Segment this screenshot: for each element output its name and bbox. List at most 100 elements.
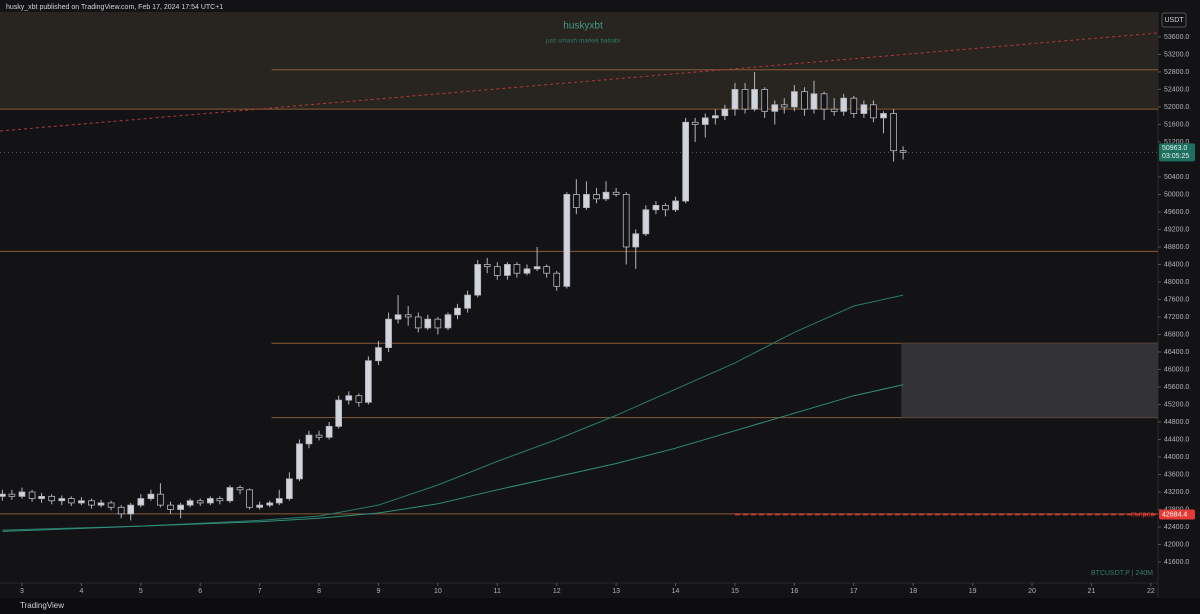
- candle-body: [67, 498, 75, 504]
- candle-body: [385, 318, 392, 348]
- candle-body: [731, 89, 739, 110]
- x-tick-label: 9: [377, 588, 381, 595]
- y-tick-label: 50400.0: [1164, 174, 1189, 181]
- candle-body: [454, 307, 461, 316]
- candle-body: [830, 108, 838, 112]
- zone-box: [901, 343, 1158, 418]
- candle-body: [474, 264, 482, 296]
- candle-body: [483, 264, 491, 268]
- candle-body: [266, 502, 274, 506]
- y-tick-label: 49200.0: [1164, 226, 1189, 233]
- chart-subtitle: just smash market bababi: [545, 38, 620, 45]
- candle-body: [127, 504, 135, 515]
- candle-body: [58, 498, 66, 502]
- y-tick-label: 52400.0: [1164, 86, 1189, 93]
- y-tick-label: 45600.0: [1164, 384, 1189, 391]
- candle-body: [38, 495, 45, 499]
- candle-body: [810, 93, 818, 110]
- candle-body: [246, 489, 253, 508]
- y-tick-label: 51200.0: [1164, 139, 1189, 146]
- candle-body: [572, 194, 580, 208]
- y-tick-label: 44400.0: [1164, 436, 1189, 443]
- y-tick-label: 43200.0: [1164, 489, 1189, 496]
- y-tick-label: 46400.0: [1164, 349, 1189, 356]
- last-price-box: [1159, 143, 1195, 162]
- candle-body: [890, 113, 897, 152]
- candle-body: [345, 395, 353, 401]
- candle-body: [899, 150, 907, 153]
- candle-body: [444, 314, 452, 329]
- candle-body: [721, 108, 729, 117]
- candle-body: [513, 264, 521, 274]
- candle-body: [365, 360, 372, 403]
- candle-body: [840, 97, 848, 112]
- y-tick-label: 51600.0: [1164, 121, 1189, 128]
- candle-body: [147, 493, 155, 499]
- candle-body: [622, 194, 630, 248]
- candle-body: [543, 266, 550, 274]
- candle-body: [375, 347, 382, 362]
- candle-body: [355, 395, 363, 403]
- countdown: 03:05:25: [1162, 153, 1189, 160]
- y-tick-label: 48400.0: [1164, 261, 1189, 268]
- candle-body: [682, 121, 689, 202]
- y-tick-label: 44000.0: [1164, 454, 1189, 461]
- candle-body: [28, 491, 36, 499]
- candle-body: [583, 194, 590, 208]
- candle-body: [177, 504, 184, 510]
- chart-title: huskyxbt: [563, 21, 603, 32]
- candle-body: [157, 493, 164, 506]
- y-tick-label: 46000.0: [1164, 366, 1189, 373]
- candle-body: [325, 425, 333, 438]
- x-tick-label: 4: [79, 588, 83, 595]
- x-tick-label: 10: [434, 588, 442, 595]
- y-tick-label: 50000.0: [1164, 191, 1189, 198]
- y-tick-label: 45200.0: [1164, 401, 1189, 408]
- candle-body: [504, 264, 511, 276]
- candle-body: [226, 487, 234, 502]
- zone: [0, 12, 1158, 110]
- candle-body: [691, 121, 699, 125]
- candle-body: [642, 209, 650, 235]
- candle-body: [860, 104, 868, 114]
- candle-body: [107, 502, 115, 508]
- candle-body: [652, 204, 660, 211]
- y-tick-label: 44800.0: [1164, 419, 1189, 426]
- candle-body: [256, 504, 263, 508]
- x-tick-label: 3: [20, 588, 24, 595]
- x-tick-label: 17: [850, 588, 858, 595]
- candle-body: [394, 314, 402, 320]
- symbol: BTCUSDT.P | 240M: [1091, 570, 1153, 577]
- candle-body: [167, 504, 174, 510]
- candle-body: [593, 194, 600, 200]
- y-tick-label: 52800.0: [1164, 69, 1189, 76]
- currency-box: [1161, 12, 1187, 28]
- candle-body: [186, 500, 194, 506]
- candle-body: [88, 500, 95, 506]
- x-tick-label: 20: [1028, 588, 1036, 595]
- header: husky_xbt published on TradingView.com, …: [6, 4, 223, 11]
- candle-body: [761, 89, 769, 112]
- y-tick-label: 42400.0: [1164, 524, 1189, 531]
- candle-body: [493, 266, 501, 276]
- x-tick-label: 15: [731, 588, 739, 595]
- candle-body: [632, 233, 640, 248]
- candle-body: [751, 89, 758, 110]
- y-tick-label: 42000.0: [1164, 541, 1189, 548]
- currency: USDT: [1164, 17, 1184, 24]
- candle-body: [48, 495, 56, 502]
- x-tick-label: 19: [969, 588, 977, 595]
- last-price-label: 50963.0: [1162, 145, 1187, 152]
- candle-body: [870, 104, 877, 119]
- y-tick-label: 48000.0: [1164, 279, 1189, 286]
- footer-bar: [0, 598, 1200, 614]
- candle-body: [612, 191, 620, 195]
- candle-body: [0, 493, 6, 497]
- candle-body: [780, 104, 788, 108]
- candle-body: [404, 314, 412, 318]
- x-tick-label: 6: [198, 588, 202, 595]
- candle-body: [434, 318, 442, 329]
- x-tick-label: 14: [672, 588, 680, 595]
- candle-body: [236, 487, 244, 491]
